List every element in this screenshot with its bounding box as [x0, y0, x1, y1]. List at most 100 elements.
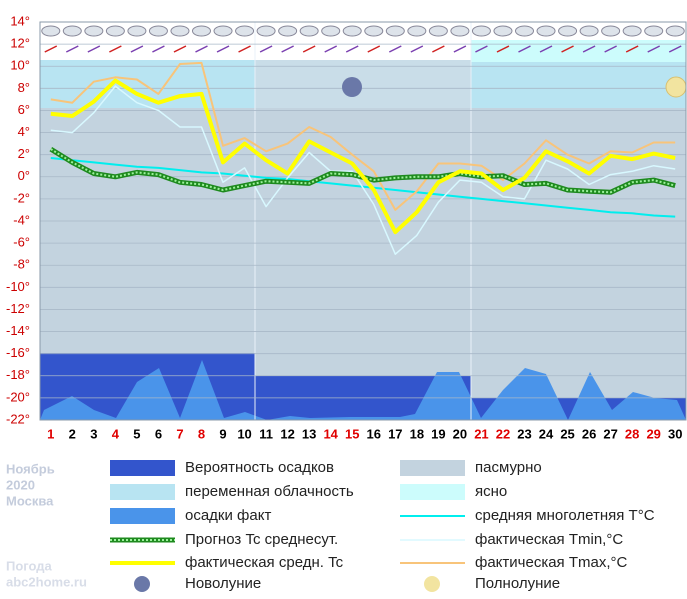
x-tick-label: 23 — [517, 426, 531, 441]
x-tick-label: 4 — [112, 426, 120, 441]
y-tick-label: 4° — [18, 124, 30, 139]
legend-label: фактическая средн. Tc — [185, 554, 344, 571]
x-tick-label: 13 — [302, 426, 316, 441]
wind-arrow — [432, 45, 445, 53]
x-tick-label: 26 — [582, 426, 596, 441]
cloud-icon — [493, 25, 513, 37]
wind-arrow — [582, 45, 596, 53]
legend-label: переменная облачность — [185, 483, 354, 500]
wind-arrow — [130, 45, 144, 53]
x-tick-label: 21 — [474, 426, 488, 441]
cloud-icon — [84, 25, 104, 37]
cloud-icon — [170, 25, 190, 37]
legend-swatch — [110, 484, 175, 500]
y-tick-label: -10° — [6, 279, 30, 294]
x-tick-label: 17 — [388, 426, 402, 441]
cloud-icon — [192, 25, 211, 37]
partly-cloudy-bg — [471, 62, 686, 108]
cloud-icon — [385, 25, 405, 37]
legend-label: Новолуние — [185, 575, 261, 592]
wind-arrow — [195, 45, 208, 53]
cloud-icon — [278, 25, 298, 37]
x-tick-label: 7 — [176, 426, 183, 441]
wind-arrow — [668, 45, 682, 53]
wind-arrow — [216, 45, 230, 53]
y-tick-label: -14° — [6, 323, 30, 338]
watermark: Погода — [6, 558, 53, 573]
x-tick-label: 8 — [198, 426, 205, 441]
cloud-icon — [536, 25, 556, 37]
y-tick-label: 2° — [18, 146, 30, 161]
y-tick-label: -16° — [6, 345, 30, 360]
x-tick-label: 30 — [668, 426, 682, 441]
legend-label: ясно — [475, 483, 507, 500]
x-tick-label: 18 — [410, 426, 424, 441]
precip-fact — [40, 360, 686, 420]
cloud-icon — [235, 25, 255, 37]
clear-bg — [471, 40, 686, 62]
cloud-icon — [644, 25, 664, 37]
y-tick-label: -20° — [6, 389, 30, 404]
caption: Москва — [6, 493, 54, 508]
x-tick-label: 25 — [560, 426, 574, 441]
x-tick-label: 14 — [323, 426, 338, 441]
y-tick-label: -12° — [6, 301, 30, 316]
x-tick-label: 2 — [69, 426, 76, 441]
cloud-icon — [665, 25, 685, 37]
x-tick-label: 10 — [237, 426, 251, 441]
x-tick-label: 11 — [259, 426, 273, 441]
caption: Ноябрь — [6, 461, 55, 476]
wind-arrow — [65, 45, 79, 53]
y-tick-label: 10° — [10, 58, 30, 73]
legend-label: осадки факт — [185, 507, 271, 524]
cloud-icon — [407, 25, 427, 37]
cloud-icon — [515, 25, 534, 37]
cloud-icon — [471, 25, 491, 37]
cloud-icon — [342, 25, 362, 37]
legend-swatch — [134, 576, 150, 592]
legend-swatch — [400, 484, 465, 500]
cloud-icon — [127, 25, 147, 37]
legend-label: Прогноз Tc среднесут. — [185, 531, 338, 548]
y-tick-label: -22° — [6, 411, 30, 426]
y-tick-label: -8° — [13, 257, 30, 272]
wind-arrow — [152, 45, 165, 53]
x-tick-label: 24 — [539, 426, 554, 441]
wind-arrow — [44, 45, 58, 53]
wind-arrow — [302, 45, 316, 53]
cloud-icon — [62, 25, 82, 37]
cloud-icon — [558, 25, 578, 37]
cloud-icon — [428, 25, 448, 37]
legend-label: Полнолуние — [475, 575, 560, 592]
wind-arrow — [518, 45, 531, 53]
legend-swatch — [110, 508, 175, 524]
legend-label: фактическая Tmax,°C — [475, 554, 628, 571]
new-moon-icon — [342, 77, 362, 97]
legend-label: фактическая Tmin,°C — [475, 531, 623, 548]
x-tick-label: 5 — [133, 426, 140, 441]
legend-label: пасмурно — [475, 459, 542, 476]
y-tick-label: 0° — [18, 168, 30, 183]
cloud-icon — [41, 25, 61, 37]
cloud-icon — [601, 25, 621, 37]
x-tick-label: 28 — [625, 426, 639, 441]
wind-arrow — [625, 45, 639, 53]
wind-arrow — [324, 45, 338, 53]
wind-arrow — [604, 45, 617, 53]
legend-label: средняя многолетняя T°C — [475, 507, 655, 524]
cloud-icon — [256, 25, 276, 37]
cloud-icon — [213, 25, 233, 37]
cloud-icon — [364, 25, 384, 37]
watermark: abc2home.ru — [6, 574, 87, 589]
y-tick-label: 8° — [18, 80, 30, 95]
cloud-icon — [579, 25, 599, 37]
wind-arrow — [496, 45, 510, 53]
x-tick-label: 16 — [367, 426, 381, 441]
cloud-icon — [450, 25, 470, 37]
y-tick-label: -2° — [13, 190, 30, 205]
wind-arrow — [388, 45, 402, 53]
x-tick-label: 20 — [453, 426, 467, 441]
wind-arrow — [238, 45, 251, 53]
legend-label: Вероятность осадков — [185, 459, 334, 476]
